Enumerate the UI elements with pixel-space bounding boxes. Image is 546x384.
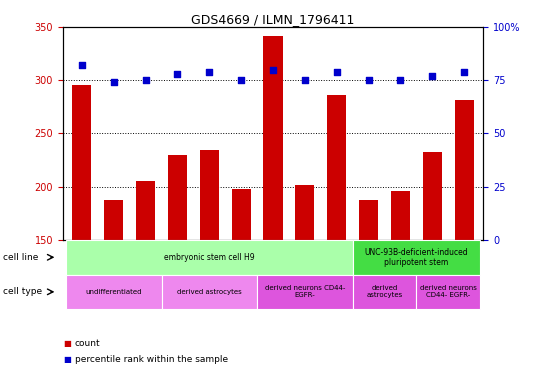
Text: UNC-93B-deficient-induced
pluripotent stem: UNC-93B-deficient-induced pluripotent st… bbox=[365, 248, 468, 267]
Point bbox=[78, 62, 86, 68]
Bar bbox=[416, 275, 480, 309]
Point bbox=[300, 77, 309, 83]
Text: cell line: cell line bbox=[3, 253, 38, 262]
Point bbox=[173, 71, 182, 77]
Point bbox=[237, 77, 246, 83]
Point bbox=[364, 77, 373, 83]
Text: embryonic stem cell H9: embryonic stem cell H9 bbox=[164, 253, 254, 262]
Point bbox=[109, 79, 118, 85]
Bar bbox=[263, 36, 283, 240]
Point bbox=[141, 77, 150, 83]
Bar bbox=[136, 181, 155, 240]
Bar bbox=[66, 240, 353, 275]
Text: undifferentiated: undifferentiated bbox=[86, 289, 142, 295]
Text: derived
astrocytes: derived astrocytes bbox=[366, 285, 402, 298]
Title: GDS4669 / ILMN_1796411: GDS4669 / ILMN_1796411 bbox=[191, 13, 355, 26]
Text: derived astrocytes: derived astrocytes bbox=[177, 289, 242, 295]
Point bbox=[333, 69, 341, 75]
Bar bbox=[295, 185, 314, 240]
Bar bbox=[200, 151, 219, 240]
Point bbox=[205, 69, 213, 75]
Bar bbox=[104, 200, 123, 240]
Point bbox=[269, 66, 277, 73]
Text: ■: ■ bbox=[63, 339, 70, 348]
Point bbox=[396, 77, 405, 83]
Bar bbox=[73, 86, 92, 240]
Text: count: count bbox=[75, 339, 100, 348]
Text: ■: ■ bbox=[63, 354, 70, 364]
Text: derived neurons
CD44- EGFR-: derived neurons CD44- EGFR- bbox=[420, 285, 477, 298]
Bar bbox=[353, 275, 416, 309]
Text: percentile rank within the sample: percentile rank within the sample bbox=[75, 354, 228, 364]
Bar bbox=[232, 189, 251, 240]
Text: cell type: cell type bbox=[3, 287, 42, 296]
Text: derived neurons CD44-
EGFR-: derived neurons CD44- EGFR- bbox=[265, 285, 345, 298]
Bar bbox=[454, 100, 473, 240]
Bar bbox=[353, 240, 480, 275]
Bar bbox=[359, 200, 378, 240]
Bar bbox=[391, 191, 410, 240]
Point bbox=[428, 73, 437, 79]
Bar bbox=[66, 275, 162, 309]
Bar bbox=[257, 275, 353, 309]
Bar bbox=[168, 155, 187, 240]
Bar bbox=[162, 275, 257, 309]
Bar bbox=[423, 152, 442, 240]
Bar bbox=[327, 95, 346, 240]
Point bbox=[460, 69, 468, 75]
